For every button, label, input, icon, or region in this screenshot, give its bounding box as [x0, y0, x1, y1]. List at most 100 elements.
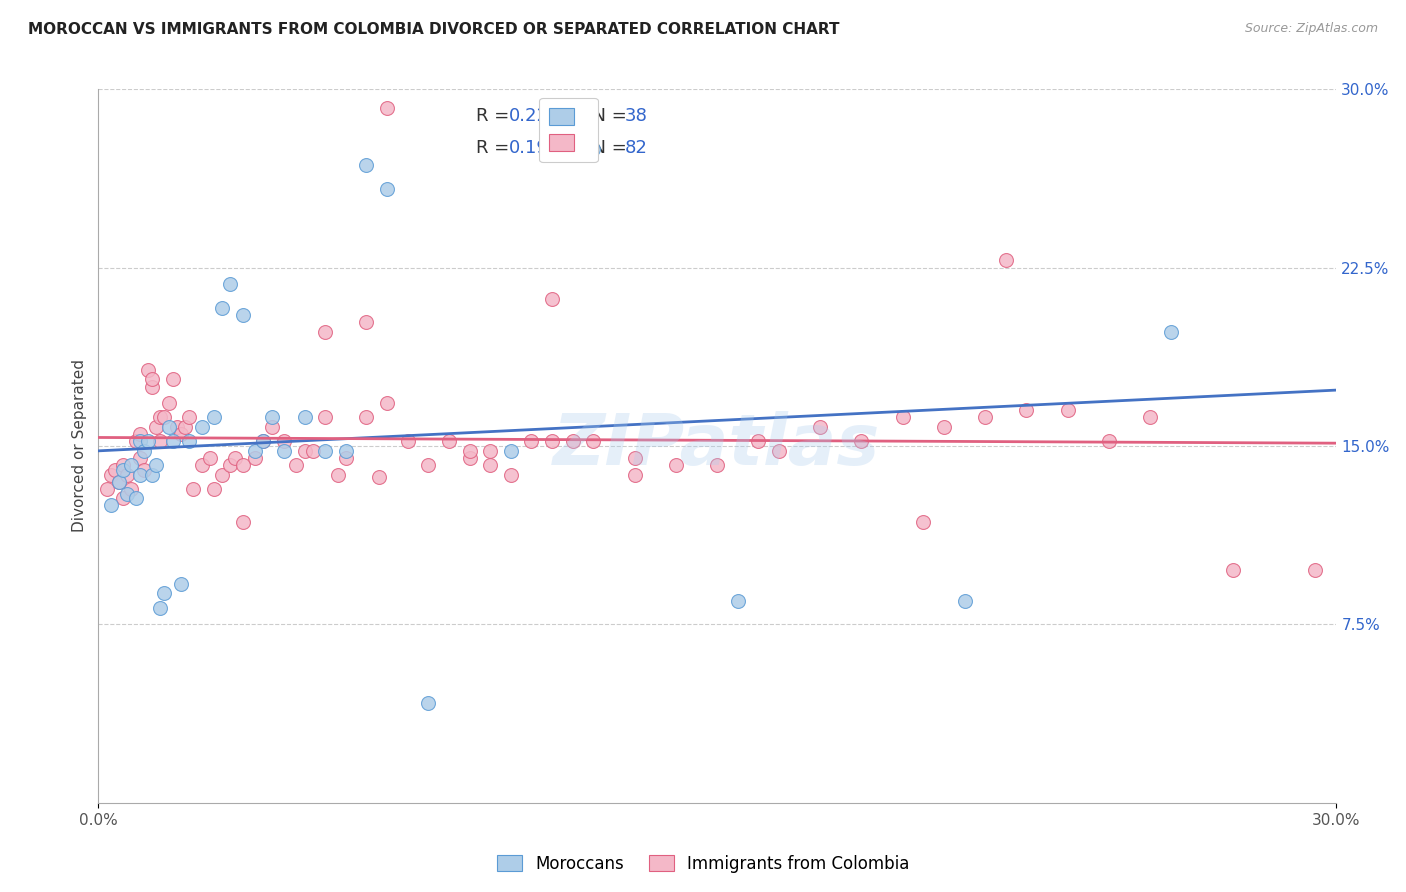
Point — [665, 458, 688, 472]
Point — [326, 467, 349, 482]
Point — [112, 458, 135, 472]
Point — [541, 292, 564, 306]
Point — [479, 458, 502, 472]
Point — [145, 420, 167, 434]
Point — [128, 427, 150, 442]
Point — [273, 434, 295, 449]
Point — [136, 363, 159, 377]
Text: R =: R = — [475, 107, 515, 125]
Point — [149, 434, 172, 449]
Point — [202, 410, 225, 425]
Point — [499, 467, 522, 482]
Point — [132, 463, 155, 477]
Point — [974, 410, 997, 425]
Point — [219, 277, 242, 292]
Point — [211, 301, 233, 315]
Point — [375, 396, 398, 410]
Point — [912, 515, 935, 529]
Point — [179, 410, 201, 425]
Point — [243, 450, 266, 465]
Point — [157, 396, 180, 410]
Point — [224, 450, 246, 465]
Point — [458, 443, 481, 458]
Point — [252, 434, 274, 449]
Point — [479, 443, 502, 458]
Point — [285, 458, 308, 472]
Point — [232, 308, 254, 322]
Text: MOROCCAN VS IMMIGRANTS FROM COLOMBIA DIVORCED OR SEPARATED CORRELATION CHART: MOROCCAN VS IMMIGRANTS FROM COLOMBIA DIV… — [28, 22, 839, 37]
Point — [174, 420, 197, 434]
Point — [356, 410, 378, 425]
Point — [232, 515, 254, 529]
Point — [128, 450, 150, 465]
Point — [294, 443, 316, 458]
Point — [96, 482, 118, 496]
Point — [706, 458, 728, 472]
Text: 38: 38 — [624, 107, 647, 125]
Text: N =: N = — [581, 139, 633, 157]
Point — [437, 434, 460, 449]
Point — [104, 463, 127, 477]
Point — [356, 315, 378, 329]
Point — [294, 410, 316, 425]
Point — [132, 443, 155, 458]
Point — [1015, 403, 1038, 417]
Point — [314, 325, 336, 339]
Legend: Moroccans, Immigrants from Colombia: Moroccans, Immigrants from Colombia — [489, 848, 917, 880]
Point — [243, 443, 266, 458]
Point — [112, 463, 135, 477]
Point — [1056, 403, 1078, 417]
Point — [170, 427, 193, 442]
Point — [112, 491, 135, 506]
Point — [181, 482, 204, 496]
Point — [117, 467, 139, 482]
Point — [124, 491, 146, 506]
Point — [190, 420, 212, 434]
Text: 0.197: 0.197 — [509, 139, 561, 157]
Point — [100, 499, 122, 513]
Point — [953, 593, 976, 607]
Point — [314, 410, 336, 425]
Point — [458, 450, 481, 465]
Point — [149, 410, 172, 425]
Point — [582, 142, 605, 156]
Point — [335, 450, 357, 465]
Point — [100, 467, 122, 482]
Text: 82: 82 — [624, 139, 647, 157]
Point — [128, 467, 150, 482]
Point — [499, 443, 522, 458]
Point — [120, 458, 142, 472]
Point — [314, 443, 336, 458]
Point — [356, 158, 378, 172]
Point — [141, 467, 163, 482]
Point — [891, 410, 914, 425]
Point — [932, 420, 955, 434]
Point — [145, 458, 167, 472]
Point — [260, 410, 283, 425]
Text: Source: ZipAtlas.com: Source: ZipAtlas.com — [1244, 22, 1378, 36]
Point — [157, 420, 180, 434]
Point — [260, 420, 283, 434]
Text: N =: N = — [581, 107, 633, 125]
Point — [994, 253, 1017, 268]
Point — [190, 458, 212, 472]
Point — [141, 379, 163, 393]
Point — [1160, 325, 1182, 339]
Y-axis label: Divorced or Separated: Divorced or Separated — [72, 359, 87, 533]
Point — [153, 410, 176, 425]
Point — [162, 372, 184, 386]
Point — [582, 434, 605, 449]
Point — [117, 486, 139, 500]
Point — [149, 600, 172, 615]
Point — [170, 577, 193, 591]
Point — [808, 420, 831, 434]
Point — [367, 470, 389, 484]
Point — [252, 434, 274, 449]
Point — [232, 458, 254, 472]
Point — [211, 467, 233, 482]
Point — [1222, 563, 1244, 577]
Text: 0.220: 0.220 — [509, 107, 561, 125]
Point — [198, 450, 221, 465]
Point — [162, 434, 184, 449]
Point — [179, 434, 201, 449]
